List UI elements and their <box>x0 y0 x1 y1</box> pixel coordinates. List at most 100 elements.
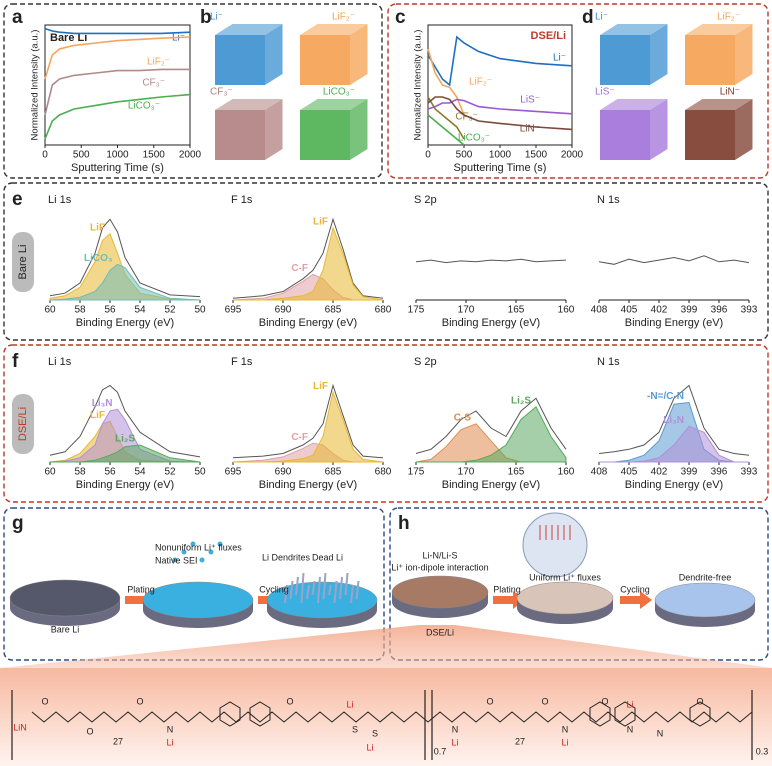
cube-side <box>265 99 283 160</box>
cube-top <box>215 99 283 110</box>
x-tick-label: 2000 <box>561 150 584 161</box>
cube-front <box>215 110 265 160</box>
series-line <box>598 384 750 456</box>
x-tick-label: 685 <box>325 467 342 478</box>
zoom-wedge <box>0 625 772 668</box>
structure-label: O <box>541 696 548 706</box>
cube-side <box>650 99 668 160</box>
x-axis-label: Sputtering Time (s) <box>71 162 164 174</box>
series-line <box>415 258 567 264</box>
dendrite <box>306 584 310 600</box>
panel-label: a <box>12 7 23 28</box>
x-tick-label: 56 <box>104 305 116 316</box>
x-tick-label: 2000 <box>179 150 202 161</box>
structure-label: Li <box>166 737 173 747</box>
series-line <box>427 96 573 131</box>
row-pill <box>12 394 34 454</box>
x-tick-label: 408 <box>591 467 608 478</box>
dendrite <box>311 580 316 596</box>
panel-label: e <box>12 189 23 210</box>
li-ion <box>190 541 196 547</box>
dendrite <box>333 580 338 604</box>
g-text: Cycling <box>259 584 289 594</box>
y-axis-label: Normalized Intensity (a.u.) <box>413 30 424 141</box>
x-axis-label: Binding Energy (eV) <box>76 317 174 329</box>
cube-label: LiCO₃⁻ <box>323 87 355 98</box>
dendrite <box>322 572 327 600</box>
disk-top <box>391 575 489 609</box>
arrow <box>620 591 652 609</box>
frame-e <box>3 182 769 341</box>
x-tick-label: 160 <box>558 305 575 316</box>
chart-title: F 1s <box>231 194 253 206</box>
x-tick-label: 695 <box>225 467 242 478</box>
chart-title: N 1s <box>597 356 620 368</box>
x-axis-label: Binding Energy (eV) <box>76 479 174 491</box>
disk-top <box>142 581 254 619</box>
x-tick-label: 54 <box>134 467 146 478</box>
cube-top <box>600 99 668 110</box>
structure-label: N <box>627 724 634 734</box>
cube-side <box>350 99 368 160</box>
ring <box>589 701 611 727</box>
chart-title: F 1s <box>231 356 253 368</box>
peak-label: Li₃N <box>663 415 684 426</box>
x-tick-label: 500 <box>73 150 90 161</box>
x-axis-label: Binding Energy (eV) <box>442 317 540 329</box>
fit-peak <box>233 390 384 463</box>
dendrite <box>295 576 299 596</box>
g-text: Dead Li <box>312 552 343 562</box>
dendrite <box>300 572 305 604</box>
structure-label: N <box>452 724 459 734</box>
row-label: Bare Li <box>17 245 29 280</box>
ring <box>614 701 636 727</box>
peak-label: Li₂S <box>511 395 531 406</box>
structure-label: 27 <box>515 736 525 746</box>
structure-label: 0.7 <box>434 746 447 756</box>
li-ion <box>181 549 187 555</box>
x-axis-label: Sputtering Time (s) <box>454 162 547 174</box>
x-tick-label: 165 <box>508 305 525 316</box>
structure-label: O <box>601 696 608 706</box>
cube-front <box>685 110 735 160</box>
x-tick-label: 50 <box>194 305 206 316</box>
panel-label: f <box>12 351 19 372</box>
x-tick-label: 52 <box>164 305 176 316</box>
x-tick-label: 58 <box>74 467 86 478</box>
disk-top <box>516 581 614 615</box>
x-tick-label: 695 <box>225 305 242 316</box>
x-tick-label: 54 <box>134 305 146 316</box>
structure-label: O <box>86 726 93 736</box>
h-text: Dendrite-free <box>679 572 732 582</box>
frame-ab <box>3 3 383 179</box>
x-tick-label: 160 <box>558 467 575 478</box>
cube-front <box>685 35 735 85</box>
structure-label: Li <box>451 737 458 747</box>
cube-top <box>300 24 368 35</box>
dendrite <box>355 580 360 600</box>
structure-label: O <box>41 696 48 706</box>
cube-front <box>600 35 650 85</box>
peak-label: LiF <box>313 216 328 227</box>
h-text: Plating <box>493 584 521 594</box>
structure-label: Li <box>346 699 353 709</box>
series-line <box>232 217 384 299</box>
fit-peak <box>599 425 749 463</box>
panel-label: h <box>398 513 410 534</box>
cube-side <box>735 99 753 160</box>
panel-label: b <box>200 7 212 28</box>
structure-label: LiN <box>13 722 27 732</box>
x-tick-label: 175 <box>408 467 425 478</box>
chart-title: Li 1s <box>48 356 72 368</box>
cube-side <box>735 24 753 85</box>
series-label: LiS⁻ <box>520 95 540 106</box>
x-tick-label: 405 <box>621 467 638 478</box>
x-tick-label: 1500 <box>525 150 548 161</box>
x-tick-label: 399 <box>681 305 698 316</box>
fit-peak <box>50 444 201 463</box>
chart-title: S 2p <box>414 194 437 206</box>
structure-label: 0.3 <box>756 746 769 756</box>
series-label: LiF₂⁻ <box>147 57 170 68</box>
ring <box>689 701 711 727</box>
panel-label: g <box>12 513 24 534</box>
